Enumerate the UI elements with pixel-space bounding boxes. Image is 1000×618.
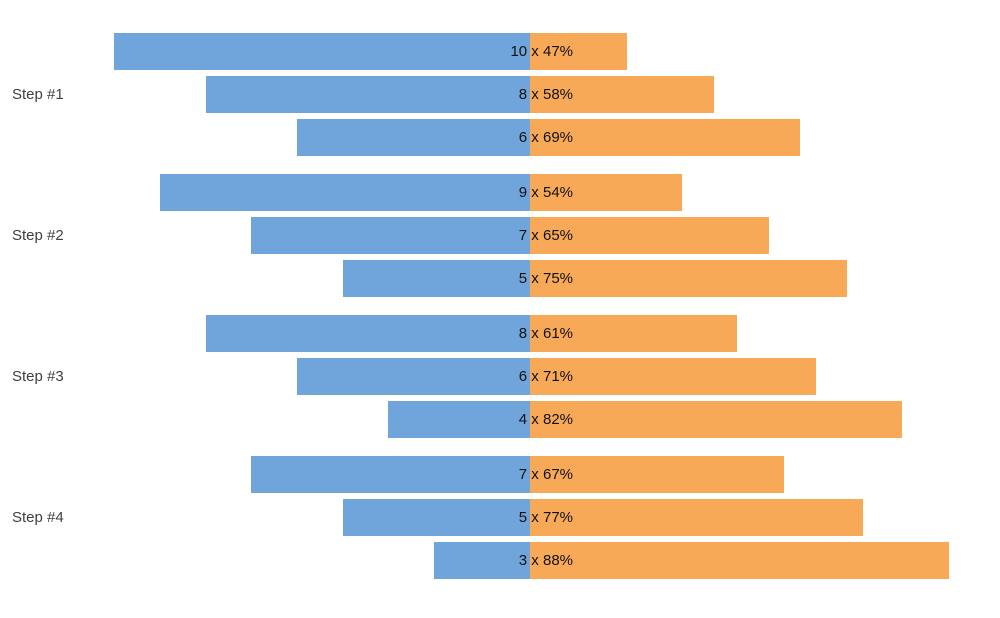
percent-bar-segment xyxy=(530,174,683,211)
bar-row: 9 x 54% xyxy=(0,174,1000,211)
bar-row: 4 x 82% xyxy=(0,401,1000,438)
bar-value-label: 6 x 71% xyxy=(518,368,573,385)
count-bar-segment xyxy=(114,33,530,70)
count-bar-segment xyxy=(297,358,530,395)
bar-row: 8 x 61% xyxy=(0,315,1000,352)
count-bar-segment xyxy=(434,542,530,579)
percent-bar-segment xyxy=(530,76,714,113)
bar-value-label: 3 x 88% xyxy=(518,552,573,569)
percent-bar-segment xyxy=(530,260,848,297)
group-label-step-3: Step #3 xyxy=(12,367,64,385)
count-bar-segment xyxy=(388,401,530,438)
count-bar-segment xyxy=(205,315,530,352)
bar-row: 10 x 47% xyxy=(0,33,1000,70)
count-bar-segment xyxy=(297,119,530,156)
count-bar-segment xyxy=(342,499,530,536)
count-bar-segment xyxy=(342,260,530,297)
bar-value-label: 5 x 75% xyxy=(518,270,573,287)
bar-row: 7 x 65% xyxy=(0,217,1000,254)
bar-value-label: 7 x 67% xyxy=(518,466,573,483)
bar-value-label: 6 x 69% xyxy=(518,129,573,146)
bar-value-label: 4 x 82% xyxy=(518,411,573,428)
bar-row: 6 x 71% xyxy=(0,358,1000,395)
count-bar-segment xyxy=(251,217,530,254)
percent-bar-segment xyxy=(530,33,628,70)
bar-row: 3 x 88% xyxy=(0,542,1000,579)
bar-value-label: 8 x 61% xyxy=(518,325,573,342)
bar-value-label: 9 x 54% xyxy=(518,184,573,201)
count-bar-segment xyxy=(205,76,530,113)
bar-value-label: 8 x 58% xyxy=(518,86,573,103)
bar-row: 5 x 77% xyxy=(0,499,1000,536)
bar-row: 7 x 67% xyxy=(0,456,1000,493)
group-label-step-4: Step #4 xyxy=(12,508,64,526)
bar-value-label: 7 x 65% xyxy=(518,227,573,244)
count-bar-segment xyxy=(160,174,530,211)
percent-bar-segment xyxy=(530,499,863,536)
group-label-step-1: Step #1 xyxy=(12,85,64,103)
percent-bar-segment xyxy=(530,217,769,254)
count-bar-segment xyxy=(251,456,530,493)
bar-row: 8 x 58% xyxy=(0,76,1000,113)
percent-bar-segment xyxy=(530,401,903,438)
percent-bar-segment xyxy=(530,456,785,493)
percent-bar-segment xyxy=(530,315,738,352)
bar-value-label: 10 x 47% xyxy=(510,43,573,60)
percent-bar-segment xyxy=(530,358,816,395)
bar-value-label: 5 x 77% xyxy=(518,509,573,526)
bar-row: 6 x 69% xyxy=(0,119,1000,156)
group-label-step-2: Step #2 xyxy=(12,226,64,244)
bar-row: 5 x 75% xyxy=(0,260,1000,297)
percent-bar-segment xyxy=(530,542,950,579)
percent-bar-segment xyxy=(530,119,800,156)
